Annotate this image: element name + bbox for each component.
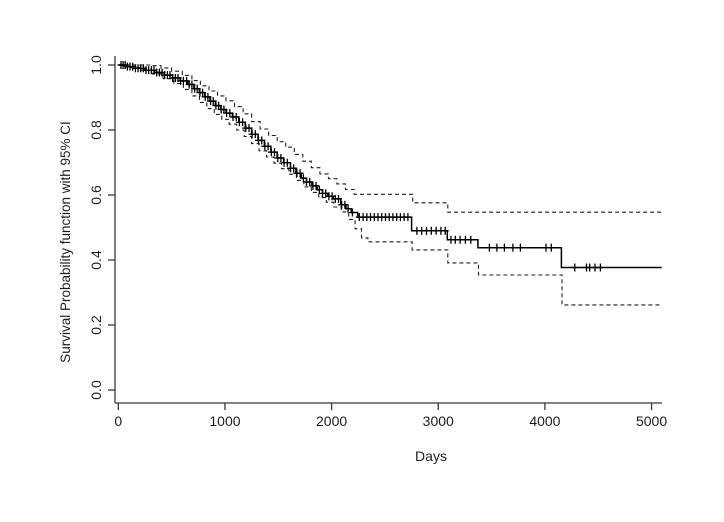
y-axis-title: Survival Probability function with 95% C… xyxy=(58,121,73,363)
y-tick-label: 0.2 xyxy=(88,315,104,335)
y-tick-label: 0.6 xyxy=(88,185,104,205)
y-tick-label: 1.0 xyxy=(88,55,104,75)
x-tick-label: 2000 xyxy=(316,413,347,429)
x-axis-title: Days xyxy=(415,448,447,464)
x-tick-label: 3000 xyxy=(423,413,454,429)
y-tick-label: 0.8 xyxy=(88,120,104,140)
x-tick-label: 1000 xyxy=(209,413,240,429)
x-tick-label: 4000 xyxy=(529,413,560,429)
censor-marks-group xyxy=(117,61,604,272)
y-tick-label: 0.0 xyxy=(88,380,104,400)
x-tick-label: 5000 xyxy=(636,413,667,429)
upper-95-ci-curve xyxy=(118,64,662,213)
y-tick-label: 0.4 xyxy=(88,250,104,270)
lower-95-ci-curve xyxy=(118,64,662,306)
x-tick-label: 0 xyxy=(114,413,122,429)
